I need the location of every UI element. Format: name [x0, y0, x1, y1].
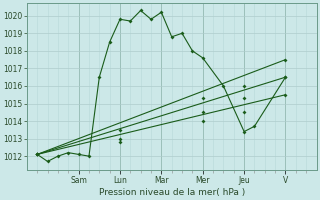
- X-axis label: Pression niveau de la mer( hPa ): Pression niveau de la mer( hPa ): [99, 188, 245, 197]
